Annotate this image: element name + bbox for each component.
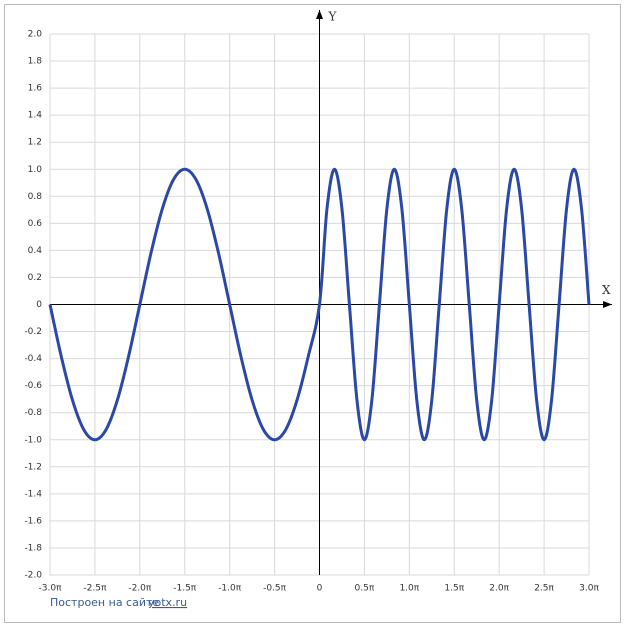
x-axis-arrow (603, 301, 612, 308)
y-tick-label: -1.8 (24, 543, 42, 553)
x-tick-label: -2.0π (128, 584, 152, 594)
y-tick-label: 1.8 (28, 57, 43, 67)
x-tick-label: -0.5π (263, 584, 287, 594)
frame (4, 4, 621, 623)
x-tick-label: 3.0π (579, 584, 599, 594)
y-tick-label: -1.6 (24, 516, 42, 526)
y-tick-label: 0.8 (28, 192, 43, 202)
y-tick-label: -0.2 (24, 327, 42, 337)
x-tick-label: 2.0π (489, 584, 509, 594)
footer-link[interactable]: yotx.ru (148, 596, 187, 609)
y-tick-label: 1.2 (28, 138, 42, 148)
x-tick-label: -1.5π (173, 584, 197, 594)
x-tick-label: 0 (317, 584, 323, 594)
x-tick-label: 1.0π (399, 584, 419, 594)
y-tick-label: -2.0 (24, 571, 42, 581)
y-tick-label: 1.0 (28, 165, 43, 175)
x-tick-label: 0.5π (355, 584, 375, 594)
y-tick-label: 0 (36, 300, 42, 310)
x-tick-label: -1.0π (218, 584, 242, 594)
y-axis-label: Y (328, 10, 338, 24)
footer-text: Построен на сайте (50, 596, 159, 609)
y-tick-label: 1.6 (28, 84, 43, 94)
curve (48, 167, 591, 442)
y-tick-label: -0.6 (24, 381, 42, 391)
x-axis-label: X (602, 283, 611, 297)
y-tick-label: -0.8 (24, 408, 42, 418)
y-tick-label: 1.4 (28, 111, 43, 121)
x-tick-label: -3.0π (39, 584, 63, 594)
x-tick-label: 2.5π (534, 584, 554, 594)
y-tick-label: -0.4 (24, 354, 42, 364)
y-tick-label: 0.4 (28, 246, 43, 256)
y-tick-label: 0.2 (28, 273, 42, 283)
y-tick-label: 2.0 (28, 30, 43, 40)
y-tick-label: -1.4 (24, 489, 42, 499)
y-axis-arrow (316, 10, 323, 19)
x-tick-label: -2.5π (83, 584, 107, 594)
y-tick-label: 0.6 (28, 219, 43, 229)
y-tick-label: -1.2 (24, 462, 42, 472)
x-tick-label: 1.5π (444, 584, 464, 594)
y-tick-label: -1.0 (24, 435, 42, 445)
